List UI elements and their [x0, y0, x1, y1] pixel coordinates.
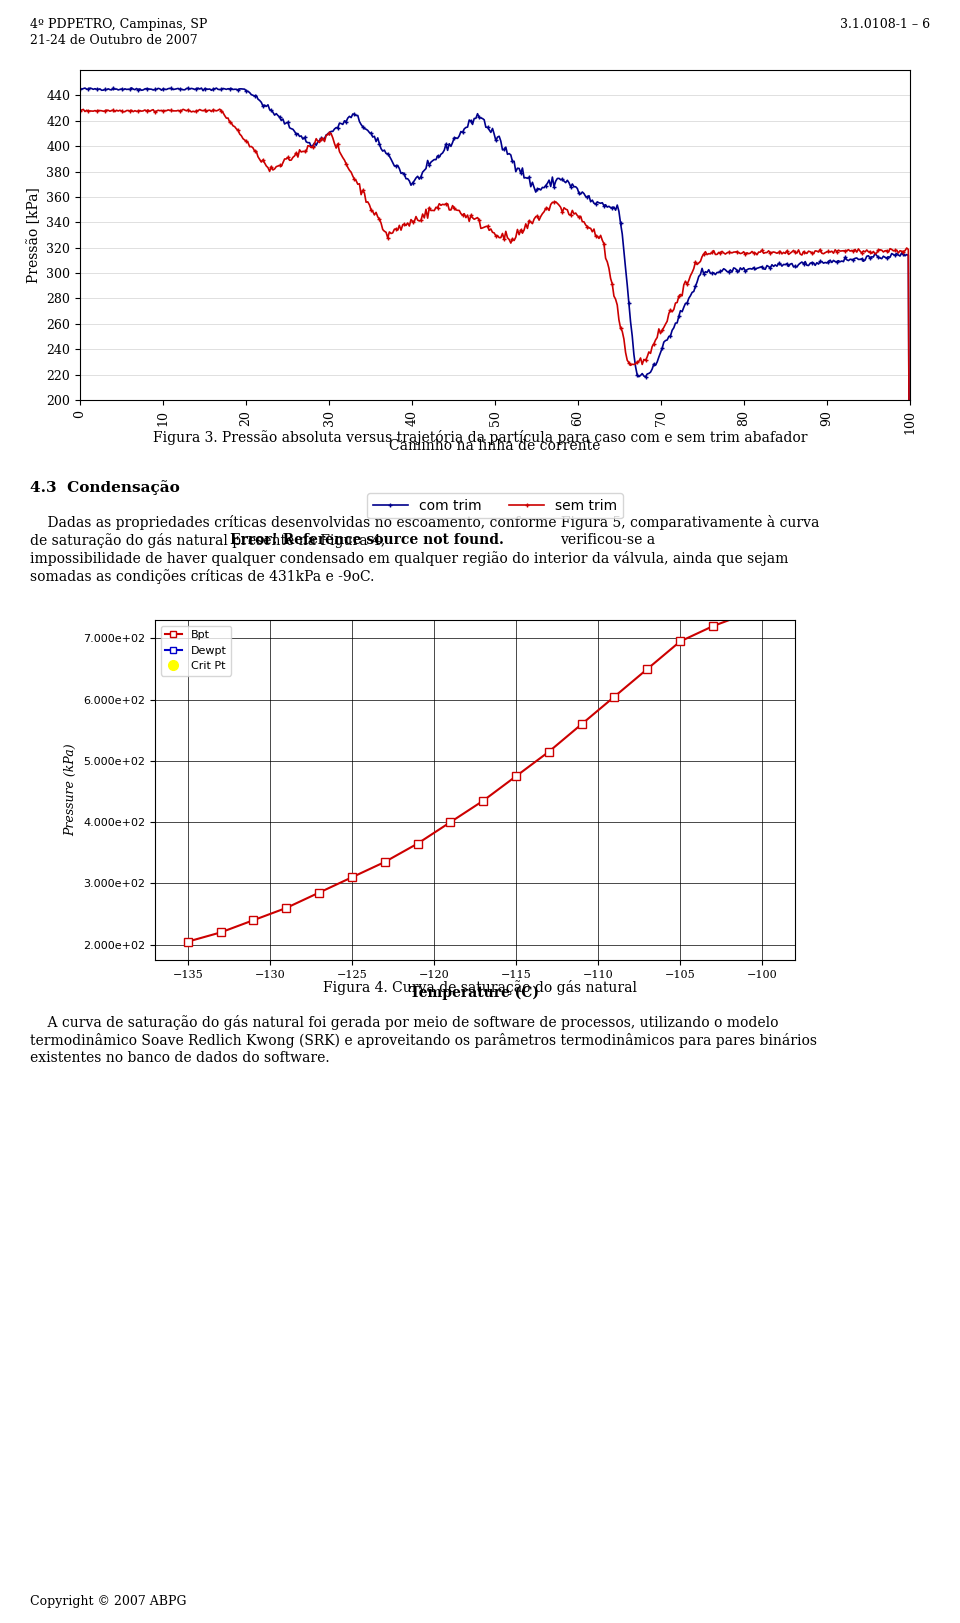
Bpt	[444, 813, 456, 833]
Text: verificou-se a: verificou-se a	[560, 532, 655, 547]
Bpt	[182, 932, 194, 951]
com trim	[570, 177, 582, 196]
Bpt	[248, 911, 259, 930]
Y-axis label: Pressure (kPa): Pressure (kPa)	[64, 743, 78, 836]
Text: 4.3  Condensação: 4.3 Condensação	[30, 480, 180, 495]
com trim	[886, 243, 898, 263]
Text: Figura 4. Curva de saturação do gás natural: Figura 4. Curva de saturação do gás natu…	[323, 980, 637, 995]
Bpt	[280, 898, 292, 917]
Text: Dadas as propriedades críticas desenvolvidas no escoamento, conforme Figura 5, c: Dadas as propriedades críticas desenvolv…	[30, 514, 820, 531]
Text: A curva de saturação do gás natural foi gerada por meio de software de processos: A curva de saturação do gás natural foi …	[30, 1014, 779, 1031]
sem trim	[756, 240, 768, 260]
com trim	[470, 109, 482, 128]
com trim	[475, 109, 487, 128]
Bpt	[412, 834, 423, 854]
Text: impossibilidade de haver qualquer condensado em qualquer região do interior da v: impossibilidade de haver qualquer conden…	[30, 550, 788, 566]
Bpt	[708, 617, 719, 636]
sem trim	[74, 102, 85, 122]
Line: com trim: com trim	[78, 86, 912, 656]
Bpt	[511, 766, 522, 786]
sem trim	[570, 203, 582, 222]
Text: 4º PDPETRO, Campinas, SP: 4º PDPETRO, Campinas, SP	[30, 18, 207, 31]
Text: somadas as condições críticas de 431kPa e -9oC.: somadas as condições críticas de 431kPa …	[30, 570, 374, 584]
X-axis label: Temperature (C): Temperature (C)	[411, 985, 540, 1000]
Bpt	[674, 631, 685, 651]
Line: Bpt: Bpt	[183, 610, 750, 946]
com trim	[126, 78, 137, 97]
Bpt	[379, 852, 391, 872]
Text: Error! Reference source not found.: Error! Reference source not found.	[230, 532, 504, 547]
Text: termodinâmico Soave Redlich Kwong (SRK) e aproveitando os parâmetros termodinâmi: termodinâmico Soave Redlich Kwong (SRK) …	[30, 1032, 817, 1048]
Text: 21-24 de Outubro de 2007: 21-24 de Outubro de 2007	[30, 34, 198, 47]
sem trim	[470, 209, 482, 229]
Text: Figura 3. Pressão absoluta versus trajetória da partícula para caso com e sem tr: Figura 3. Pressão absoluta versus trajet…	[153, 430, 807, 445]
Bpt	[576, 714, 588, 734]
Text: Copyright © 2007 ABPG: Copyright © 2007 ABPG	[30, 1595, 186, 1608]
com trim	[74, 80, 85, 99]
Text: existentes no banco de dados do software.: existentes no banco de dados do software…	[30, 1052, 329, 1065]
sem trim	[904, 644, 916, 664]
com trim	[756, 256, 768, 276]
Bpt	[347, 868, 358, 888]
Bpt	[313, 883, 324, 902]
com trim	[904, 644, 916, 664]
sem trim	[475, 219, 487, 239]
Line: sem trim: sem trim	[78, 107, 912, 656]
Legend: Bpt, Dewpt, Crit Pt: Bpt, Dewpt, Crit Pt	[160, 625, 230, 675]
Bpt	[215, 923, 227, 943]
Bpt	[641, 659, 653, 678]
X-axis label: Caminho na linha de corrente: Caminho na linha de corrente	[390, 440, 601, 453]
Text: 3.1.0108-1 – 6: 3.1.0108-1 – 6	[840, 18, 930, 31]
Bpt	[740, 604, 752, 623]
Bpt	[543, 742, 555, 761]
Legend: com trim, sem trim: com trim, sem trim	[368, 493, 623, 518]
Bpt	[609, 687, 620, 706]
Text: de saturação do gás natural presente na Figura 4,: de saturação do gás natural presente na …	[30, 532, 394, 549]
sem trim	[214, 99, 226, 118]
sem trim	[525, 213, 537, 232]
com trim	[525, 177, 537, 196]
Bpt	[477, 790, 489, 810]
Y-axis label: Pressão [kPa]: Pressão [kPa]	[27, 187, 40, 282]
sem trim	[886, 240, 898, 260]
